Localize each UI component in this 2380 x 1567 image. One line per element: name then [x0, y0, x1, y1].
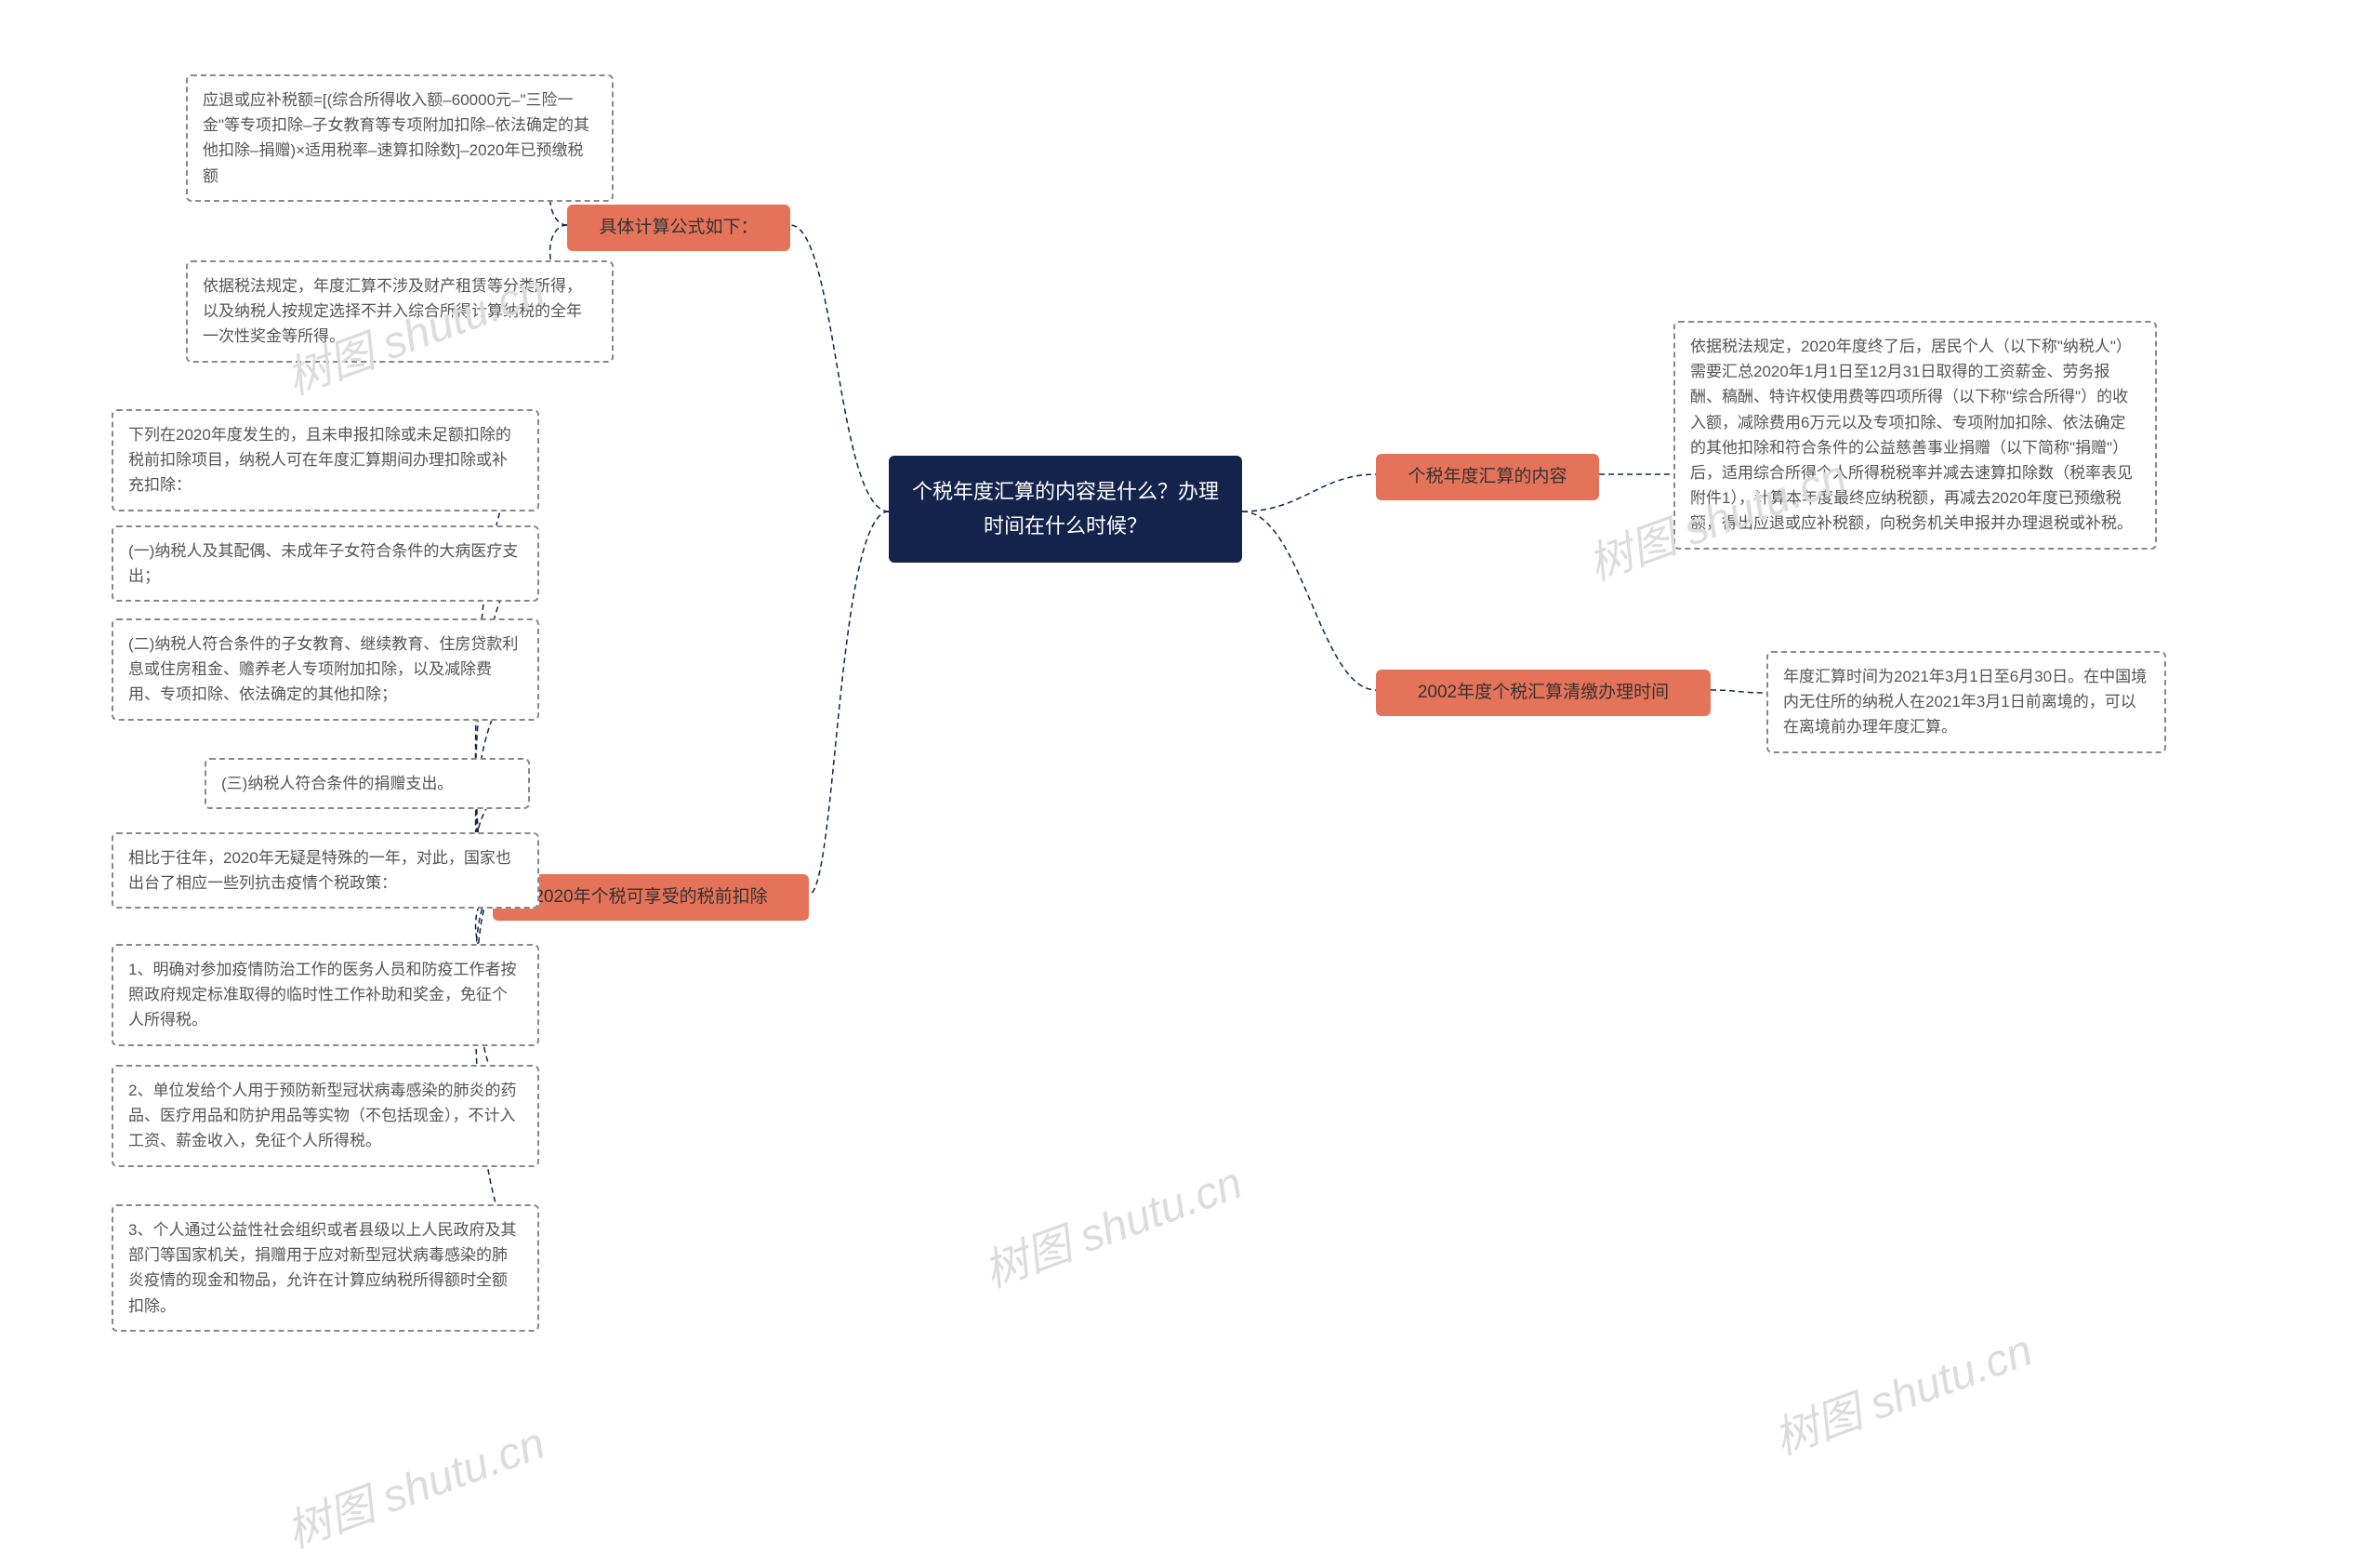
connector-0 [1242, 474, 1376, 511]
left-branch-1-leaf-3: (三)纳税人符合条件的捐赠支出。 [205, 758, 530, 809]
left-branch-0-leaf-0: 应退或应补税额=[(综合所得收入额–60000元–"三险一金"等专项扣除–子女教… [186, 74, 614, 202]
left-branch-1-leaf-1: (一)纳税人及其配偶、未成年子女符合条件的大病医疗支出； [112, 525, 539, 602]
right-branch-1: 2002年度个税汇算清缴办理时间 [1376, 670, 1711, 716]
left-branch-1-leaf-5: 1、明确对参加疫情防治工作的医务人员和防疫工作者按照政府规定标准取得的临时性工作… [112, 944, 539, 1046]
left-branch-0: 具体计算公式如下： [567, 205, 790, 251]
watermark-2: 树图 shutu.cn [1764, 1313, 2040, 1467]
watermark-3: 树图 shutu.cn [276, 1406, 552, 1560]
left-branch-1-leaf-4: 相比于往年，2020年无疑是特殊的一年，对此，国家也出台了相应一些列抗击疫情个税… [112, 832, 539, 909]
right-branch-0-leaf-0: 依据税法规定，2020年度终了后，居民个人（以下称"纳税人"）需要汇总2020年… [1673, 321, 2157, 550]
right-branch-0: 个税年度汇算的内容 [1376, 454, 1599, 500]
watermark-4: 树图 shutu.cn [973, 1146, 1250, 1299]
center-node: 个税年度汇算的内容是什么？办理时间在什么时候？ [889, 456, 1242, 563]
right-branch-1-leaf-0: 年度汇算时间为2021年3月1日至6月30日。在中国境内无住所的纳税人在2021… [1766, 651, 2166, 753]
left-branch-1-leaf-0: 下列在2020年度发生的，且未申报扣除或未足额扣除的税前扣除项目，纳税人可在年度… [112, 409, 539, 511]
left-branch-1: 2020年个税可享受的税前扣除 [493, 874, 809, 921]
connector-5 [809, 511, 889, 895]
connector-1 [1242, 511, 1376, 690]
left-branch-1-leaf-2: (二)纳税人符合条件的子女教育、继续教育、住房贷款利息或住房租金、赡养老人专项附… [112, 618, 539, 721]
connector-3 [1711, 690, 1766, 693]
left-branch-1-leaf-6: 2、单位发给个人用于预防新型冠状病毒感染的肺炎的药品、医疗用品和防护用品等实物（… [112, 1065, 539, 1167]
connector-4 [790, 225, 889, 511]
left-branch-0-leaf-1: 依据税法规定，年度汇算不涉及财产租赁等分类所得，以及纳税人按规定选择不并入综合所… [186, 260, 614, 363]
left-branch-1-leaf-7: 3、个人通过公益性社会组织或者县级以上人民政府及其部门等国家机关，捐赠用于应对新… [112, 1204, 539, 1332]
